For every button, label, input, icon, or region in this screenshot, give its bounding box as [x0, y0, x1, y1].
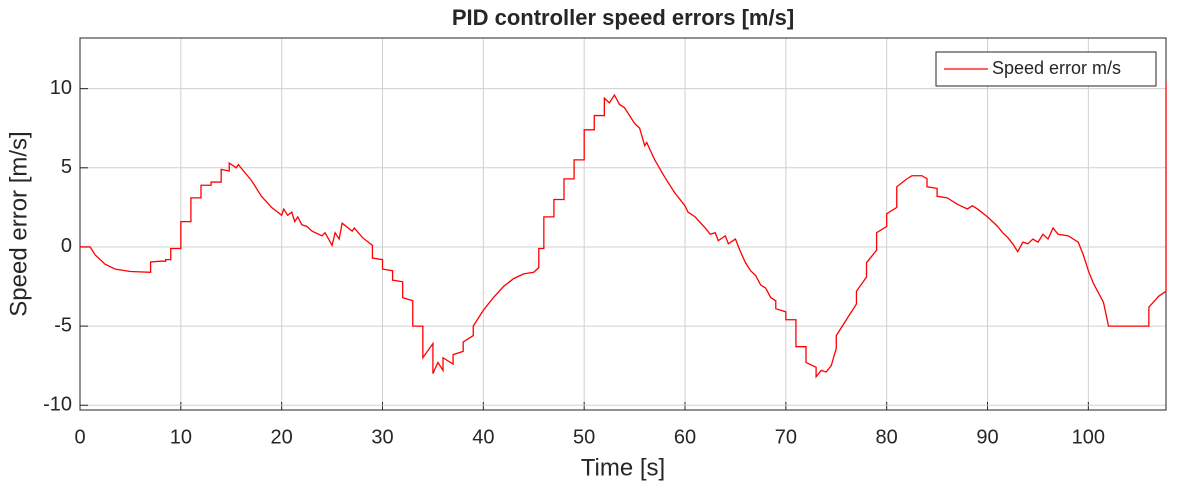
x-tick-label: 90 — [976, 426, 998, 448]
x-tick-label: 0 — [74, 426, 85, 448]
x-tick-label: 100 — [1072, 426, 1105, 448]
y-tick-label: 5 — [61, 156, 72, 178]
data-line — [80, 82, 1167, 379]
x-tick-label: 20 — [271, 426, 293, 448]
x-axis-label: Time [s] — [581, 454, 665, 481]
x-tick-label: 10 — [170, 426, 192, 448]
y-tick-label: 0 — [61, 235, 72, 257]
x-tick-label: 40 — [472, 426, 494, 448]
y-tick-label: -10 — [43, 394, 72, 416]
legend-label: Speed error m/s — [992, 58, 1121, 78]
x-tick-label: 30 — [371, 426, 393, 448]
x-tick-label: 60 — [674, 426, 696, 448]
x-tick-label: 80 — [876, 426, 898, 448]
y-axis-label: Speed error [m/s] — [5, 131, 32, 316]
y-tick-label: -5 — [54, 314, 72, 336]
y-tick-label: 10 — [50, 77, 72, 99]
x-tick-label: 50 — [573, 426, 595, 448]
chart-title: PID controller speed errors [m/s] — [452, 5, 794, 30]
x-tick-label: 70 — [775, 426, 797, 448]
